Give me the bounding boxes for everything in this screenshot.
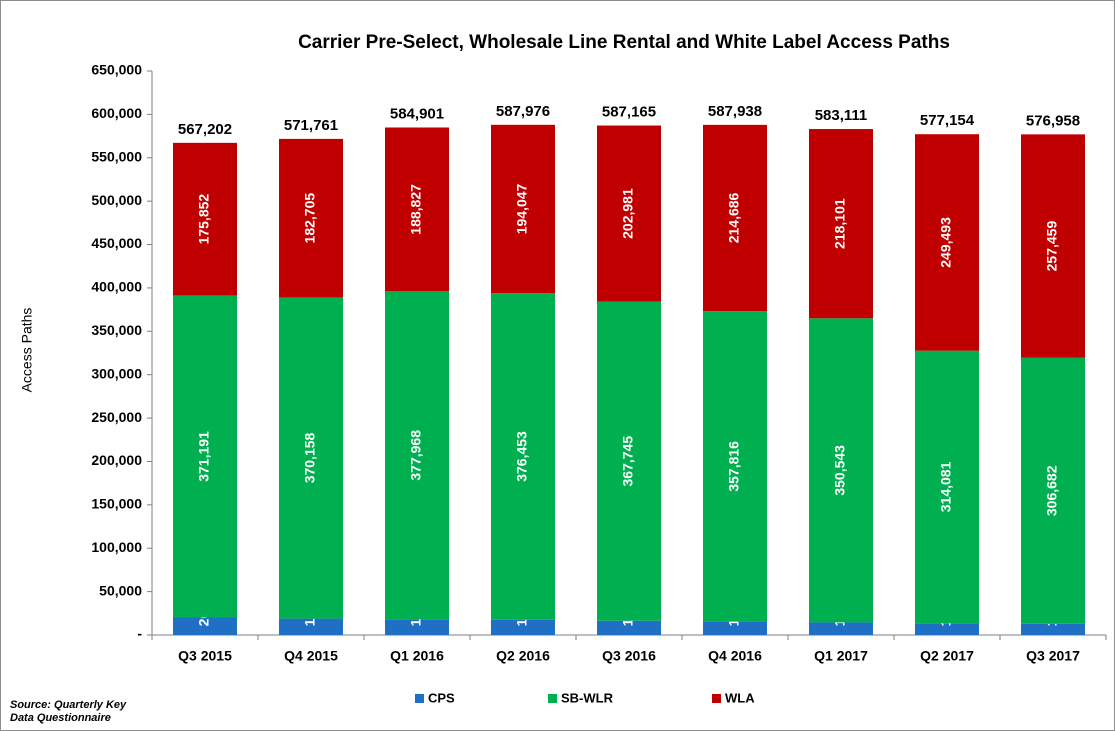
data-label: 218,101	[832, 198, 848, 249]
bar-segment	[915, 350, 979, 624]
y-tick-label: 50,000	[99, 582, 142, 598]
bar-segment	[173, 617, 237, 635]
total-label: 567,202	[178, 121, 232, 138]
y-tick-label: 500,000	[91, 192, 142, 208]
bar-segment	[915, 623, 979, 635]
bar-segment	[809, 318, 873, 623]
x-tick-label: Q4 2015	[284, 648, 338, 664]
bar-segment	[173, 142, 237, 296]
y-tick-label: 450,000	[91, 235, 142, 251]
bar-segment	[597, 620, 661, 635]
bar-segment	[703, 621, 767, 635]
legend-swatch	[415, 694, 424, 703]
bar-segment	[279, 138, 343, 298]
data-label: 376,453	[514, 431, 530, 482]
data-label: 371,191	[196, 431, 212, 482]
y-tick-label: 150,000	[91, 496, 142, 512]
bar-segment	[279, 618, 343, 635]
bar-segment	[491, 293, 555, 620]
y-axis-label: Access Paths	[19, 308, 35, 393]
source-note: Source: Quarterly Key	[10, 699, 127, 711]
x-tick-label: Q2 2017	[920, 648, 974, 664]
x-tick-label: Q1 2016	[390, 648, 444, 664]
x-tick-label: Q1 2017	[814, 648, 868, 664]
legend-label: WLA	[725, 690, 755, 705]
bar-segment	[597, 301, 661, 621]
data-label: 214,686	[726, 192, 742, 243]
bar-segment	[809, 622, 873, 635]
total-label: 571,761	[284, 117, 338, 134]
x-tick-label: Q3 2017	[1026, 648, 1080, 664]
data-label: 350,543	[832, 445, 848, 496]
data-label: 357,816	[726, 441, 742, 492]
x-tick-label: Q4 2016	[708, 648, 762, 664]
bar-segment	[385, 127, 449, 292]
x-tick-label: Q3 2015	[178, 648, 232, 664]
y-tick-label: 600,000	[91, 105, 142, 121]
legend-swatch	[548, 694, 557, 703]
data-label: 370,158	[302, 432, 318, 483]
bar-segment	[1021, 134, 1085, 358]
source-note: Data Questionnaire	[10, 712, 111, 724]
legend-swatch	[712, 694, 721, 703]
y-tick-label: -	[137, 626, 142, 642]
legend-label: SB-WLR	[561, 690, 614, 705]
total-label: 587,976	[496, 103, 550, 120]
data-label: 175,852	[196, 194, 212, 245]
y-tick-label: 550,000	[91, 148, 142, 164]
total-label: 576,958	[1026, 112, 1080, 129]
y-tick-label: 100,000	[91, 539, 142, 555]
data-label: 188,827	[408, 184, 424, 235]
data-label: 377,968	[408, 430, 424, 481]
bar-segment	[597, 125, 661, 302]
bar-segment	[491, 124, 555, 294]
total-label: 584,901	[390, 105, 444, 122]
total-label: 583,111	[815, 107, 868, 124]
x-tick-label: Q3 2016	[602, 648, 656, 664]
bar-segment	[703, 124, 767, 312]
y-tick-label: 300,000	[91, 365, 142, 381]
bar-segment	[1021, 623, 1085, 635]
data-label: 257,459	[1044, 221, 1060, 272]
data-label: 194,047	[514, 183, 530, 234]
data-label: 182,705	[302, 193, 318, 244]
bar-segment	[809, 129, 873, 319]
bar-segment	[385, 619, 449, 635]
bar-segment	[703, 311, 767, 622]
y-tick-label: 200,000	[91, 452, 142, 468]
y-tick-label: 650,000	[91, 62, 142, 78]
data-label: 367,745	[620, 436, 636, 487]
bar-segment	[279, 297, 343, 619]
total-label: 587,938	[708, 103, 762, 120]
y-tick-label: 400,000	[91, 279, 142, 295]
total-label: 587,165	[602, 103, 656, 120]
bar-segment	[173, 295, 237, 618]
data-label: 314,081	[938, 461, 954, 512]
bar-segment	[915, 134, 979, 351]
x-tick-label: Q2 2016	[496, 648, 550, 664]
total-label: 577,154	[920, 112, 975, 129]
y-tick-label: 250,000	[91, 409, 142, 425]
chart-title: Carrier Pre-Select, Wholesale Line Renta…	[298, 32, 950, 53]
data-label: 249,493	[938, 217, 954, 268]
y-tick-label: 350,000	[91, 322, 142, 338]
legend-label: CPS	[428, 690, 455, 705]
bar-segment	[385, 291, 449, 620]
bar-segment	[1021, 357, 1085, 624]
data-label: 202,981	[620, 188, 636, 239]
data-label: 306,682	[1044, 465, 1060, 516]
bar-segment	[491, 619, 555, 635]
